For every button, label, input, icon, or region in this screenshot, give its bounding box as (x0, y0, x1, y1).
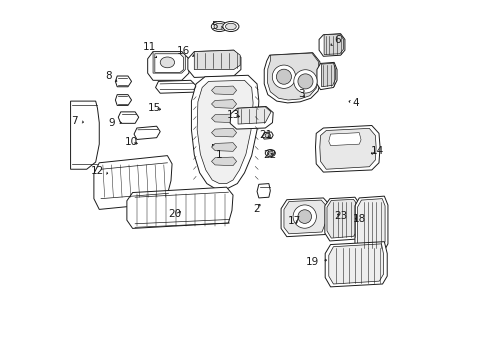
Polygon shape (267, 53, 319, 100)
Polygon shape (155, 80, 196, 93)
Text: 22: 22 (263, 150, 276, 160)
Text: 11: 11 (142, 42, 156, 58)
Polygon shape (324, 197, 359, 241)
Polygon shape (197, 80, 253, 184)
Polygon shape (115, 95, 131, 105)
Text: 2: 2 (253, 204, 260, 214)
Text: 13: 13 (226, 111, 240, 121)
Polygon shape (118, 112, 139, 123)
Polygon shape (319, 34, 344, 56)
Ellipse shape (264, 134, 270, 138)
Text: 5: 5 (210, 21, 223, 31)
Text: 7: 7 (71, 116, 83, 126)
Polygon shape (324, 34, 343, 54)
Polygon shape (264, 53, 321, 103)
Text: 16: 16 (177, 46, 193, 57)
Text: 21: 21 (259, 130, 272, 140)
Polygon shape (319, 129, 375, 169)
Polygon shape (211, 100, 236, 108)
Polygon shape (321, 63, 335, 87)
Polygon shape (211, 157, 236, 166)
Polygon shape (194, 50, 240, 69)
Polygon shape (328, 244, 383, 284)
Polygon shape (94, 156, 172, 210)
Text: 12: 12 (91, 166, 107, 176)
Polygon shape (191, 75, 258, 189)
Polygon shape (357, 199, 384, 251)
Ellipse shape (276, 69, 291, 84)
Polygon shape (354, 196, 387, 253)
Text: 8: 8 (105, 71, 117, 81)
Polygon shape (187, 50, 241, 77)
Polygon shape (153, 51, 185, 73)
Text: 18: 18 (352, 215, 365, 224)
Polygon shape (257, 184, 270, 198)
Text: 23: 23 (334, 211, 347, 221)
Polygon shape (211, 86, 236, 95)
Polygon shape (238, 107, 270, 124)
Text: 14: 14 (370, 146, 383, 156)
Ellipse shape (223, 22, 239, 32)
Polygon shape (126, 187, 233, 228)
Text: 3: 3 (298, 89, 305, 99)
Ellipse shape (211, 22, 227, 32)
Polygon shape (316, 62, 336, 90)
Polygon shape (230, 107, 273, 129)
Ellipse shape (160, 57, 174, 68)
Text: 6: 6 (330, 35, 340, 45)
Text: 9: 9 (108, 118, 121, 128)
Ellipse shape (214, 23, 224, 30)
Polygon shape (211, 114, 236, 123)
Ellipse shape (225, 23, 236, 30)
Text: 1: 1 (212, 145, 222, 160)
Text: 15: 15 (148, 103, 161, 113)
Polygon shape (70, 101, 99, 169)
Text: 20: 20 (168, 209, 181, 219)
Text: 10: 10 (125, 138, 138, 147)
Ellipse shape (297, 74, 312, 89)
Polygon shape (155, 54, 183, 72)
Polygon shape (211, 143, 236, 151)
Polygon shape (284, 200, 325, 234)
Ellipse shape (293, 70, 317, 93)
Text: 19: 19 (305, 257, 325, 267)
Polygon shape (281, 198, 329, 237)
Ellipse shape (272, 65, 295, 88)
Polygon shape (147, 51, 188, 80)
Ellipse shape (292, 205, 316, 228)
Polygon shape (115, 76, 131, 87)
Polygon shape (134, 126, 160, 139)
Ellipse shape (265, 149, 275, 157)
Text: 17: 17 (287, 216, 301, 226)
Text: 4: 4 (348, 98, 358, 108)
Polygon shape (326, 199, 357, 238)
Polygon shape (315, 126, 379, 172)
Polygon shape (325, 242, 386, 287)
Polygon shape (211, 129, 236, 137)
Ellipse shape (297, 210, 311, 224)
Ellipse shape (267, 151, 273, 155)
Polygon shape (328, 133, 360, 145)
Polygon shape (262, 132, 273, 139)
